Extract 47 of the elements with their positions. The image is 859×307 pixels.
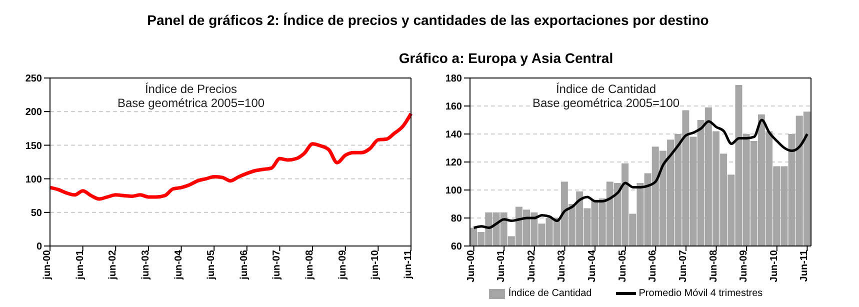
y-tick-label: 50 [30,208,42,219]
x-tick-label: jun-07 [272,250,283,280]
x-tick-label: jun-02 [108,250,119,280]
x-tick-label: jun-05 [206,250,218,280]
y-tick-label: 100 [25,174,42,186]
x-tick-label: Jun-03 [556,250,568,282]
x-tick-label: Jun-10 [768,250,780,282]
y-tick-label: 60 [450,242,462,253]
y-tick-label: 180 [445,74,462,85]
legend-label: Promedio Móvil 4 trimestres [638,288,763,299]
annotation: Índice de Cantidad [554,82,658,96]
legend-label: Índice de Cantidad [508,288,592,299]
y-tick-label: 200 [25,107,42,118]
line-series [472,118,808,230]
x-tick-label: jun-10 [370,250,382,280]
annotation: Índice de Precios [144,82,238,96]
annotation: Base geométrica 2005=100 [531,96,681,110]
y-tick-label: 150 [25,140,42,152]
x-tick-label: jun-03 [140,250,152,280]
x-tick-label: jun-04 [173,250,184,280]
y-tick-label: 160 [445,102,462,113]
y-tick-label: 80 [450,214,462,225]
x-tick-label: jun-09 [337,250,348,280]
x-tick-label: Jun-02 [526,250,538,282]
x-tick-label: jun-11 [403,250,414,280]
x-tick-label: jun-06 [238,250,250,280]
x-tick-label: jun-08 [304,250,316,280]
x-tick-label: jun-01 [74,250,86,280]
x-tick-label: Jun-09 [738,250,750,282]
x-tick-label: jun-00 [42,250,53,280]
x-tick-label: Jun-04 [587,250,598,282]
x-tick-label: Jun-00 [466,250,477,282]
chart-title: Gráfico a: Europa y Asia Central [398,50,614,66]
y-tick-label: 120 [445,158,462,169]
x-tick-label: Jun-11 [799,250,810,282]
x-tick-label: Jun-06 [648,250,659,282]
annotation: Base geométrica 2005=100 [116,96,266,110]
y-tick-label: 100 [445,186,462,197]
y-tick-label: 250 [25,74,42,85]
y-tick-label: 0 [36,242,42,253]
x-tick-label: Jun-01 [496,250,508,282]
chart-title: Panel de gráficos 2: Índice de precios y cantidades de las exportaciones por destino [146,12,710,28]
y-tick-label: 140 [445,130,462,141]
line-series [48,112,413,201]
x-tick-label: Jun-05 [617,250,628,282]
x-tick-label: Jun-07 [678,250,689,282]
x-tick-label: Jun-08 [708,250,720,282]
